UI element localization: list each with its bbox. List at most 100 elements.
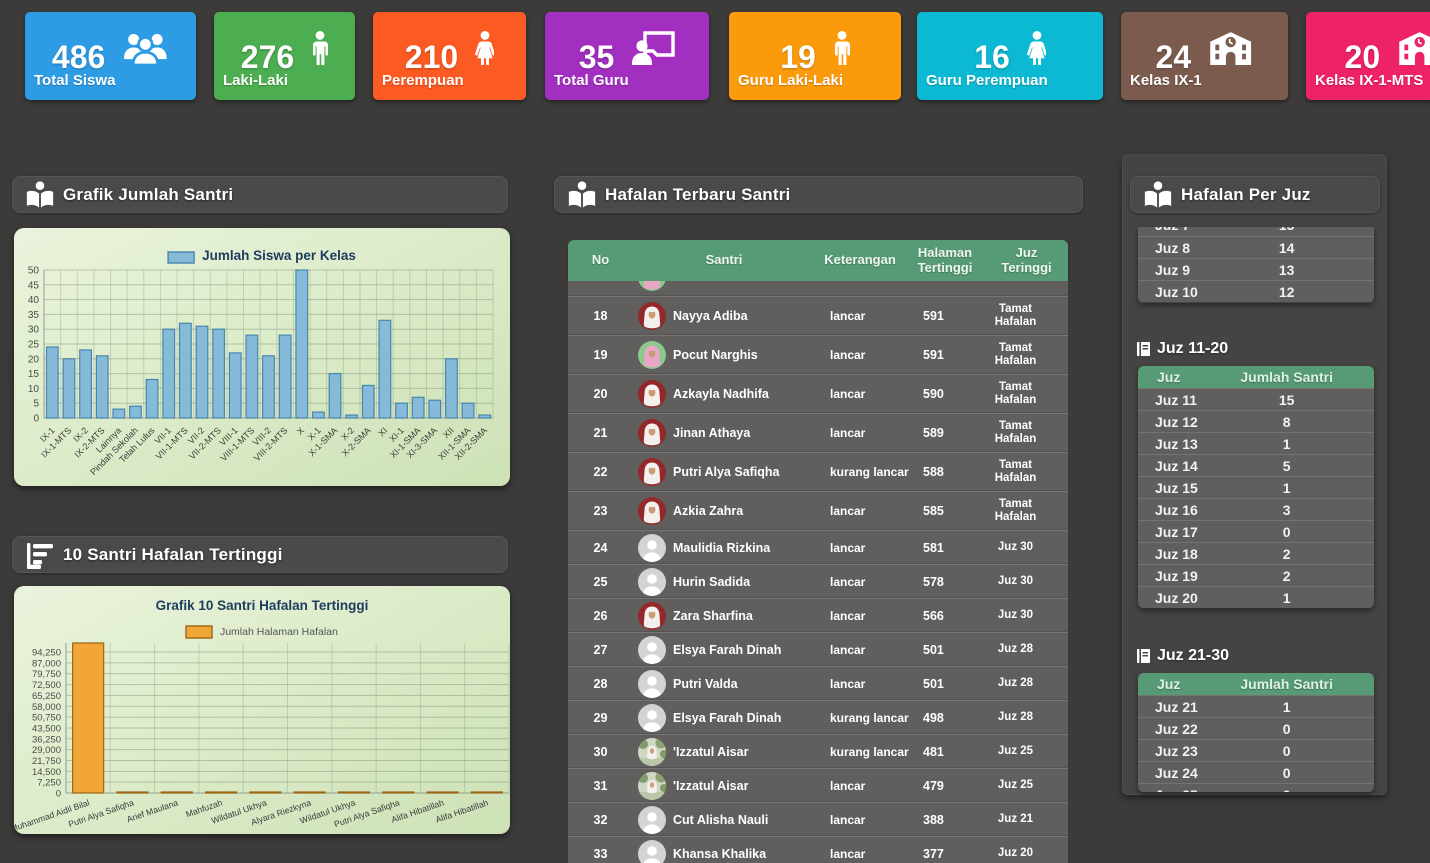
juz-row-juz-25[interactable]: Juz 250 [1138, 783, 1374, 792]
panel-header-hafalan-terbaru-santri: Hafalan Terbaru Santri [554, 176, 1083, 213]
stat-box-kelas-ix-1[interactable]: 24 Kelas IX-1 [1121, 12, 1288, 100]
juz-row-juz-7[interactable]: Juz 715 [1138, 227, 1374, 236]
stat-box-perempuan[interactable]: 210 Perempuan [373, 12, 526, 100]
male-icon [311, 31, 329, 65]
cell-keterangan: lancar [830, 540, 866, 555]
stat-box-laki-laki[interactable]: 276 Laki-Laki [214, 12, 355, 100]
svg-text:Grafik 10 Santri Hafalan Terti: Grafik 10 Santri Hafalan Tertinggi [156, 598, 369, 613]
table-row-santri-32[interactable]: 32 Cut Alisha Nauli lancar 388 Juz 21 [568, 802, 1068, 836]
cell-juz: Juz 20 [997, 846, 1034, 859]
cell-juz: Juz 25 [997, 778, 1034, 791]
santri-name: Nayya Adiba [673, 309, 748, 323]
juz-row-juz-11[interactable]: Juz 11 15 [1138, 388, 1374, 410]
avatar [638, 533, 666, 562]
juz-row-juz-15[interactable]: Juz 15 1 [1138, 476, 1374, 498]
table-row-santri-18[interactable]: 18 Nayya Adiba lancar 591 Tamat Hafalan [568, 296, 1068, 335]
svg-text:43,500: 43,500 [32, 723, 61, 734]
table-row-santri-17[interactable]: 17 [568, 281, 1068, 296]
column-header-jumlah-santri: Jumlah Santri [1240, 676, 1333, 692]
table-row-santri-30[interactable]: 30 'Izzatul Aisar kurang lancar 481 Juz 25 [568, 734, 1068, 768]
juz-row-juz-18[interactable]: Juz 18 2 [1138, 542, 1374, 564]
stat-box-top: 276 [214, 31, 355, 73]
column-header: No [591, 252, 610, 268]
column-header-juz: Juz [1157, 676, 1181, 692]
cell-no: 21 [593, 426, 608, 440]
cell-no: 18 [593, 309, 608, 323]
cell-keterangan: kurang lancar [830, 744, 909, 759]
juz-label: Juz 22 [1155, 720, 1198, 737]
juz-value: 2 [1282, 567, 1291, 584]
stat-label: Perempuan [382, 72, 464, 89]
juz-11-20-table[interactable]: Juz Jumlah Santri Juz 11 15 Juz 12 8 Juz 13 1 Ju… [1138, 366, 1374, 608]
juz-row-juz-13[interactable]: Juz 13 1 [1138, 432, 1374, 454]
juz-row-juz-19[interactable]: Juz 19 2 [1138, 564, 1374, 586]
santri-name: Elsya Farah Dinah [673, 710, 782, 725]
stat-box-kelas-ix-1-mts[interactable]: 20 Kelas IX-1-MTS [1306, 12, 1430, 100]
table-row-santri-29[interactable]: 29 Elsya Farah Dinah kurang lancar 498 Juz 2… [568, 700, 1068, 734]
avatar [638, 771, 666, 800]
juz-row-juz-16[interactable]: Juz 16 3 [1138, 498, 1374, 520]
table-row-santri-20[interactable]: 20 Azkayla Nadhifa lancar 590 Tamat Hafalan [568, 374, 1068, 413]
svg-text:15: 15 [28, 369, 40, 380]
stat-label: Total Guru [554, 72, 629, 89]
juz-row-juz-21[interactable]: Juz 21 1 [1138, 695, 1374, 717]
svg-text:50: 50 [28, 266, 40, 277]
table-row-santri-31[interactable]: 31 'Izzatul Aisar lancar 479 Juz 25 [568, 768, 1068, 802]
cell-santri: Pocut Narghis [633, 341, 815, 369]
juz-row-juz-8[interactable]: Juz 8 14 [1138, 236, 1374, 258]
juz-label: Juz 14 [1155, 457, 1198, 474]
table-row-santri-26[interactable]: 26 Zara Sharfina lancar 566 Juz 30 [568, 598, 1068, 632]
juz-row-juz-23[interactable]: Juz 23 0 [1138, 739, 1374, 761]
cell-keterangan: lancar [830, 309, 866, 323]
panel-header-grafik-jumlah-santri: Grafik Jumlah Santri [12, 176, 508, 213]
avatar [638, 302, 666, 330]
table-row-santri-23[interactable]: 23 Azkia Zahra lancar 585 Tamat Hafalan [568, 491, 1068, 530]
table-row-santri-33[interactable]: 33 Khansa Khalika lancar 377 Juz 20 [568, 836, 1068, 863]
avatar [638, 805, 666, 834]
stat-box-guru-perempuan[interactable]: 16 Guru Perempuan [917, 12, 1103, 100]
cell-santri: Putri Valda [633, 669, 815, 698]
table-row-santri-25[interactable]: 25 Hurin Sadida lancar 578 Juz 30 [568, 564, 1068, 598]
bar-chart-hafalan-tertinggi: Grafik 10 Santri Hafalan Tertinggi Jumlah… [14, 598, 510, 834]
juz-value: 3 [1282, 501, 1291, 518]
juz-row-juz-10[interactable]: Juz 10 12 [1138, 280, 1374, 302]
section-label-juz-11-20: Juz 11-20 [1136, 340, 1228, 358]
juz-row-juz-12[interactable]: Juz 12 8 [1138, 410, 1374, 432]
stat-box-total-guru[interactable]: 35 Total Guru [545, 12, 709, 100]
table-row-santri-21[interactable]: 21 Jinan Athaya lancar 589 Tamat Hafalan [568, 413, 1068, 452]
juz-label: Juz 13 [1155, 435, 1198, 452]
table-row-santri-19[interactable]: 19 Pocut Narghis lancar 591 Tamat Hafalan [568, 335, 1068, 374]
juz-1-10-table[interactable]: Juz 715 Juz 8 14 Juz 9 13 Juz 10 12 [1138, 227, 1374, 303]
cell-halaman: 501 [923, 642, 944, 657]
table-row-santri-22[interactable]: 22 Putri Alya Safiqha kurang lancar 588 Tama… [568, 452, 1068, 491]
juz-row-juz-17[interactable]: Juz 17 0 [1138, 520, 1374, 542]
juz-21-30-table[interactable]: Juz Jumlah Santri Juz 21 1 Juz 22 0 Juz 23 0 Juz… [1138, 673, 1374, 792]
juz-label: Juz 8 [1155, 239, 1191, 256]
svg-text:87,000: 87,000 [32, 658, 61, 669]
stat-value: 35 [578, 39, 615, 75]
cell-no: 19 [593, 348, 608, 362]
santri-name: Zara Sharfina [673, 608, 753, 623]
juz-row-juz-9[interactable]: Juz 9 13 [1138, 258, 1374, 280]
cell-santri: Putri Alya Safiqha [633, 458, 815, 486]
cell-juz: Tamat Hafalan [994, 419, 1037, 445]
stat-value: 210 [404, 39, 459, 75]
santri-table-body[interactable]: 17 18 Nayya Adiba lancar 591 Tamat Hafalan 19 P… [568, 281, 1068, 863]
female-icon [1026, 31, 1046, 65]
juz-row-juz-14[interactable]: Juz 14 5 [1138, 454, 1374, 476]
stat-box-guru-laki-laki[interactable]: 19 Guru Laki-Laki [729, 12, 901, 100]
column-header: Halaman Tertinggi [917, 244, 973, 275]
juz-value: 12 [1278, 283, 1295, 300]
stat-label: Total Siswa [34, 72, 116, 89]
stat-box-total-siswa[interactable]: 486 Total Siswa [25, 12, 196, 100]
table-row-santri-28[interactable]: 28 Putri Valda lancar 501 Juz 28 [568, 666, 1068, 700]
cell-keterangan: kurang lancar [830, 710, 909, 725]
juz-value: 5 [1282, 457, 1291, 474]
table-row-santri-27[interactable]: 27 Elsya Farah Dinah lancar 501 Juz 28 [568, 632, 1068, 666]
juz-row-juz-22[interactable]: Juz 22 0 [1138, 717, 1374, 739]
cell-no: 27 [593, 642, 608, 657]
juz-row-juz-24[interactable]: Juz 24 0 [1138, 761, 1374, 783]
cell-halaman: 578 [923, 574, 944, 589]
table-row-santri-24[interactable]: 24 Maulidia Rizkina lancar 581 Juz 30 [568, 530, 1068, 564]
juz-row-juz-20[interactable]: Juz 20 1 [1138, 586, 1374, 608]
